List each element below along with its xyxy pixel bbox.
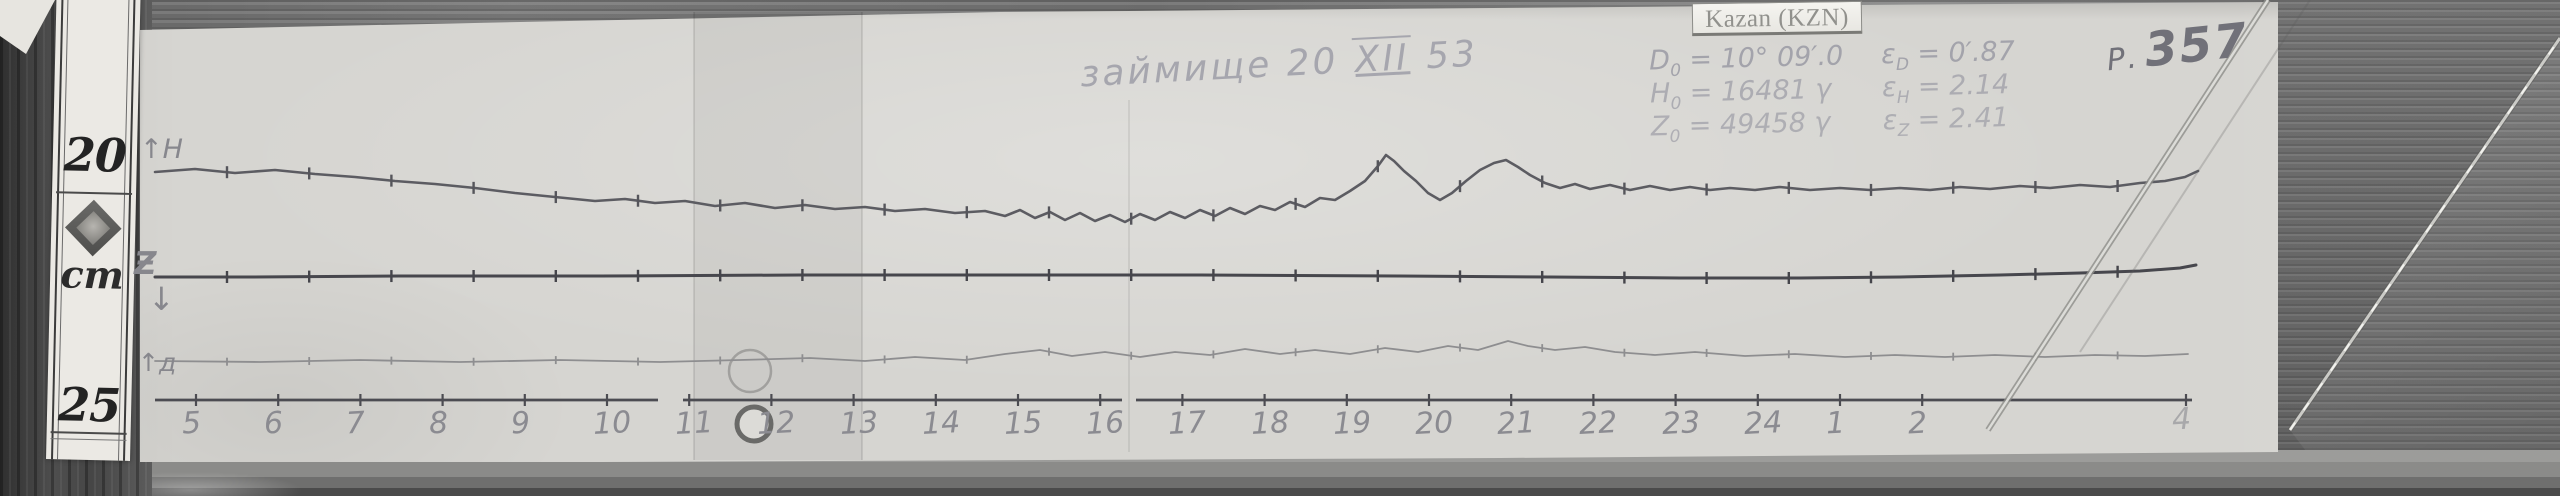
epsilon-h: εH = 2.14 (1881, 69, 2010, 109)
faint-pencil-diagonal (2079, 0, 2311, 353)
title-day: 20 (1285, 40, 1340, 85)
station-label: Kazan (KZN) (1691, 0, 1863, 37)
punch-hole-ring-upper (727, 348, 773, 394)
splice-tape-band (694, 12, 862, 460)
trace-d-curve (154, 340, 2189, 363)
ruler-number-25: 25 (57, 377, 121, 433)
baseline-z: Z0 = 49458 γ (1650, 106, 1831, 147)
trace-z-curve (153, 263, 2198, 280)
glass-edge-diagonal-highlight (1986, 0, 2270, 431)
punch-hole-ring-lower (734, 404, 774, 444)
ruler-divider (56, 191, 133, 195)
trace-label-z-arrow: ↓ (148, 280, 175, 318)
ruler-divider (50, 431, 127, 435)
epsilon-d: εD = 0′.87 (1880, 35, 2016, 76)
ruler-strip: 20 cm 25 (46, 0, 141, 461)
trace-curves (153, 153, 2200, 366)
trace-label-z: Ƶ (134, 246, 157, 282)
ruler-unit-cm: cm (60, 251, 125, 298)
epsilon-z: εZ = 2.41 (1882, 102, 2010, 142)
ruler-divider (50, 438, 127, 441)
time-axis (155, 394, 2192, 406)
sheet-edge-reflections (2289, 37, 2560, 431)
diamond-logo-icon (64, 199, 122, 257)
trace-label-h: ↑H (140, 134, 183, 165)
trace-label-d: ↑д (138, 348, 177, 377)
wood-table-right (2262, 0, 2560, 496)
ruler-number-20: 20 (63, 127, 127, 183)
baseline-values-block: D0 = 10° 09′.0 εD = 0′.87 H0 = 16481 γ ε… (1649, 35, 2071, 147)
title-year: 53 (1425, 33, 1479, 78)
diamond-logo-inner (76, 211, 111, 246)
title-month-roman: XII (1351, 35, 1413, 82)
trace-h-curve (153, 153, 2200, 224)
